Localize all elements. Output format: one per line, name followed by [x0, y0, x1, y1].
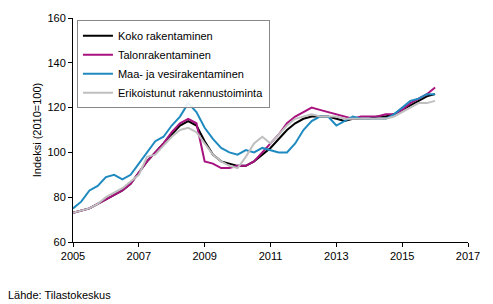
svg-text:2009: 2009: [192, 250, 216, 262]
svg-text:2017: 2017: [456, 250, 480, 262]
svg-text:160: 160: [47, 12, 65, 24]
svg-text:Koko rakentaminen: Koko rakentaminen: [118, 30, 213, 42]
svg-text:100: 100: [47, 146, 65, 158]
svg-text:Erikoistunut rakennustoiminta: Erikoistunut rakennustoiminta: [118, 87, 263, 99]
svg-text:Lähde: Tilastokeskus: Lähde: Tilastokeskus: [8, 289, 111, 301]
svg-text:140: 140: [47, 57, 65, 69]
svg-text:Maa- ja vesirakentaminen: Maa- ja vesirakentaminen: [118, 68, 244, 80]
svg-text:60: 60: [54, 236, 66, 248]
svg-text:Indeksi (2010=100): Indeksi (2010=100): [31, 83, 43, 177]
svg-text:120: 120: [47, 101, 65, 113]
svg-text:80: 80: [54, 191, 66, 203]
svg-text:2013: 2013: [324, 250, 348, 262]
svg-text:2015: 2015: [390, 250, 414, 262]
svg-text:2007: 2007: [127, 250, 151, 262]
svg-text:Talonrakentaminen: Talonrakentaminen: [118, 49, 211, 61]
svg-text:2005: 2005: [61, 250, 85, 262]
svg-text:2011: 2011: [259, 250, 283, 262]
